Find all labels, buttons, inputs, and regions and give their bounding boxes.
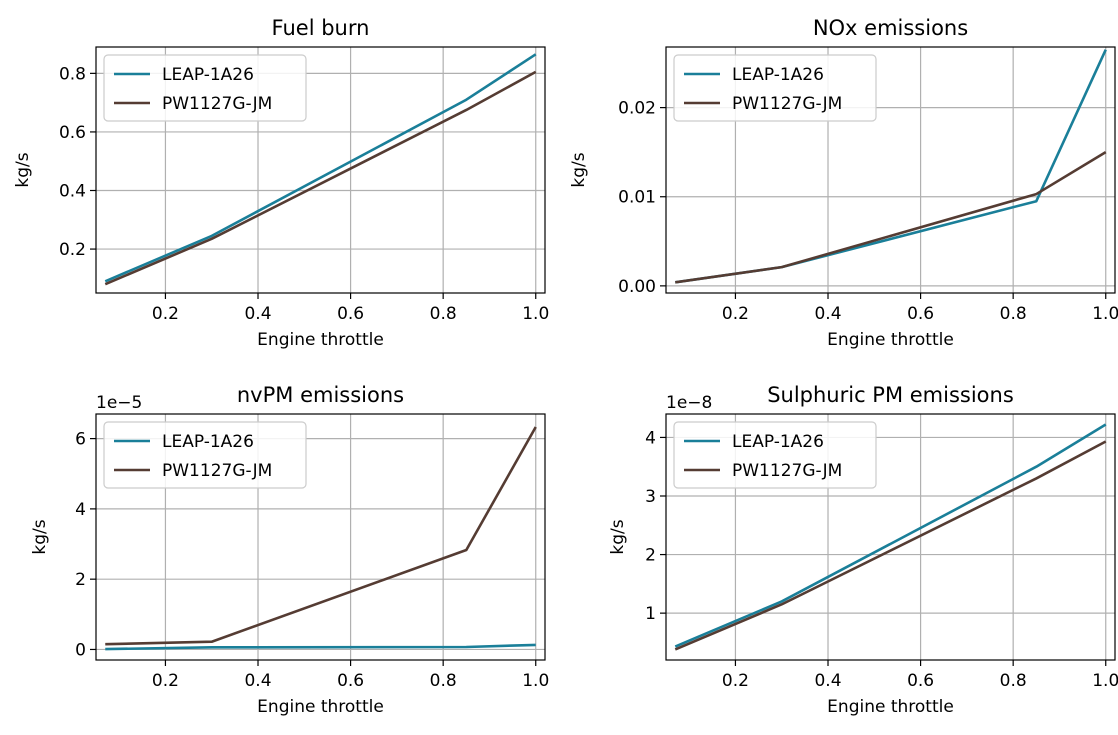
x-tick-label: 0.4 [814, 304, 841, 324]
x-tick-label: 0.6 [907, 671, 934, 691]
y-tick-label: 3 [645, 487, 656, 507]
legend-label: PW1127G-JM [162, 461, 272, 481]
legend-label: PW1127G-JM [732, 94, 842, 114]
x-tick-label: 1.0 [1092, 671, 1118, 691]
y-tick-label: 0 [75, 640, 86, 660]
y-tick-label: 0.8 [59, 64, 86, 84]
legend-label: PW1127G-JM [732, 461, 842, 481]
x-tick-label: 0.6 [337, 671, 364, 691]
chart-title: NOx emissions [813, 16, 968, 40]
y-offset-label: 1e−8 [666, 393, 712, 413]
y-tick-label: 0.02 [618, 99, 656, 119]
y-tick-label: 0.4 [59, 182, 86, 202]
x-tick-label: 0.4 [244, 671, 271, 691]
legend-label: LEAP-1A26 [732, 65, 824, 85]
x-axis-label: Engine throttle [827, 697, 954, 717]
x-tick-label: 0.2 [722, 671, 749, 691]
series-line [105, 645, 535, 649]
nvpm-emissions-panel: nvPM emissions Engine throttle kg/s 1e−5… [30, 383, 549, 717]
fuel-burn-panel: Fuel burn Engine throttle kg/s 0.2 0.4 0.6… [13, 16, 549, 350]
x-tick-label: 0.8 [1000, 671, 1027, 691]
y-tick-label: 0.6 [59, 123, 86, 143]
y-offset-label: 1e−5 [96, 393, 142, 413]
y-tick-label: 0.00 [618, 277, 656, 297]
x-tick-label: 0.2 [722, 304, 749, 324]
legend-label: LEAP-1A26 [162, 65, 254, 85]
series-line [675, 152, 1105, 282]
y-axis-label: kg/s [30, 519, 50, 554]
y-tick-label: 1 [645, 604, 656, 624]
y-axis-label: kg/s [13, 152, 33, 187]
x-axis-label: Engine throttle [257, 330, 384, 350]
legend-label: LEAP-1A26 [732, 432, 824, 452]
y-tick-label: 4 [75, 500, 86, 520]
x-tick-label: 0.2 [152, 671, 179, 691]
y-tick-label: 4 [645, 428, 656, 448]
chart-title: Sulphuric PM emissions [767, 383, 1014, 407]
x-tick-label: 0.8 [430, 304, 457, 324]
chart-title: nvPM emissions [237, 383, 404, 407]
chart-title: Fuel burn [272, 16, 370, 40]
x-tick-label: 0.4 [244, 304, 271, 324]
x-tick-label: 0.6 [337, 304, 364, 324]
x-tick-label: 1.0 [522, 304, 549, 324]
x-tick-label: 0.8 [430, 671, 457, 691]
y-axis-label: kg/s [569, 152, 589, 187]
y-tick-label: 2 [75, 570, 86, 590]
y-tick-label: 0.2 [59, 240, 86, 260]
y-tick-label: 0.01 [618, 188, 656, 208]
legend-label: PW1127G-JM [162, 94, 272, 114]
x-tick-label: 0.2 [152, 304, 179, 324]
x-tick-label: 0.6 [907, 304, 934, 324]
x-tick-label: 0.4 [814, 671, 841, 691]
x-tick-label: 1.0 [1092, 304, 1118, 324]
x-axis-label: Engine throttle [827, 330, 954, 350]
x-axis-label: Engine throttle [257, 697, 384, 717]
x-tick-label: 1.0 [522, 671, 549, 691]
y-tick-label: 6 [75, 430, 86, 450]
x-tick-label: 0.8 [1000, 304, 1027, 324]
nox-emissions-panel: NOx emissions Engine throttle kg/s 0.2 0.… [569, 16, 1118, 350]
legend-label: LEAP-1A26 [162, 432, 254, 452]
y-axis-label: kg/s [608, 519, 628, 554]
sulphuric-pm-emissions-panel: Sulphuric PM emissions Engine throttle k… [608, 383, 1118, 717]
y-tick-label: 2 [645, 546, 656, 566]
